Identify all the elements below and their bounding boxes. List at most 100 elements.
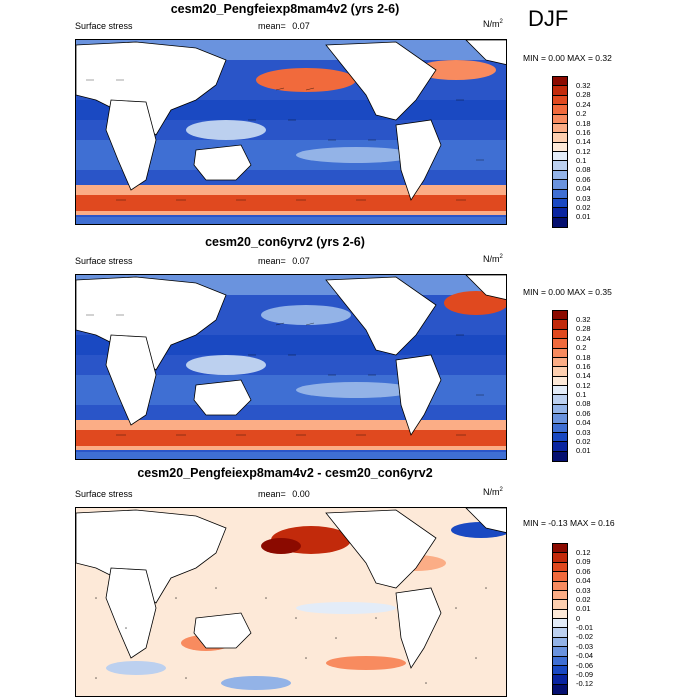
colorbar-swatch <box>553 386 567 396</box>
colorbar-label: -0.01 <box>576 623 594 632</box>
panel-1-mean-value: 0.07 <box>292 21 310 31</box>
panel-1-variable-label: Surface stress <box>75 21 133 31</box>
panel-2-mean-label: mean= <box>258 256 286 266</box>
panel-3-mean-label: mean= <box>258 489 286 499</box>
panel-1-mean-label: mean= <box>258 21 286 31</box>
colorbar-swatch <box>553 86 567 96</box>
colorbar-swatch <box>553 180 567 190</box>
colorbar-swatch <box>553 152 567 162</box>
colorbar-swatch <box>553 451 567 461</box>
panel-1-colorbar-labels: 0.32 0.28 0.24 0.2 0.18 0.16 0.14 0.12 0.1 0.08 0.… <box>576 81 591 222</box>
colorbar-swatch <box>553 367 567 377</box>
panel-3-units: N/m2 <box>483 487 503 497</box>
colorbar-swatch <box>553 198 567 209</box>
colorbar-swatch <box>553 414 567 424</box>
colorbar-swatch <box>553 161 567 171</box>
colorbar-swatch <box>553 656 567 666</box>
colorbar-swatch <box>553 637 567 648</box>
colorbar-label: 0.24 <box>576 333 591 343</box>
colorbar-label: 0.01 <box>576 212 591 222</box>
panel-2-variable-label: Surface stress <box>75 256 133 266</box>
panel-1-title: cesm20_Pengfeiexp8mam4v2 (yrs 2-6) <box>170 2 400 16</box>
colorbar-label: 0.08 <box>576 399 591 409</box>
colorbar-label: 0.2 <box>576 109 587 119</box>
colorbar-label: 0.03 <box>576 193 591 203</box>
colorbar-swatch <box>553 320 567 330</box>
colorbar-swatch <box>553 77 567 87</box>
colorbar-label: 0.28 <box>576 324 591 334</box>
panel-3-map <box>75 507 507 697</box>
colorbar-swatch <box>553 432 567 443</box>
panel-3-mean: mean= 0.00 <box>258 489 310 499</box>
colorbar-label: 0 <box>576 613 581 623</box>
colorbar-label: 0.18 <box>576 118 591 128</box>
colorbar-swatch <box>553 581 567 591</box>
colorbar-label: 0.08 <box>576 165 591 175</box>
panel-1-map-svg <box>76 40 506 224</box>
panel-2-colorbar-labels: 0.32 0.28 0.24 0.2 0.18 0.16 0.14 0.12 0.1 0.08 0.… <box>576 315 591 456</box>
colorbar-swatch <box>553 114 567 124</box>
colorbar-swatch <box>553 348 567 358</box>
colorbar-swatch <box>553 619 567 629</box>
colorbar-swatch <box>553 311 567 321</box>
panel-3-variable-label: Surface stress <box>75 489 133 499</box>
panel-2-minmax: MIN = 0.00 MAX = 0.35 <box>523 287 612 297</box>
panel-2-map-svg <box>76 275 506 459</box>
panel-3-colorbar-labels: 0.12 0.09 0.06 0.04 0.03 0.02 0.01 0 -0.01 -0.02-… <box>576 548 593 689</box>
colorbar-label: 0.06 <box>576 566 591 576</box>
colorbar-label: 0.03 <box>576 585 591 595</box>
colorbar-label: 0.28 <box>576 90 591 100</box>
colorbar-label: -0.09 <box>576 669 594 679</box>
colorbar-swatch <box>553 339 567 349</box>
panel-1-map <box>75 39 507 225</box>
colorbar-label: 0.16 <box>576 361 591 371</box>
colorbar-swatch <box>553 562 567 573</box>
panel-1-minmax: MIN = 0.00 MAX = 0.32 <box>523 53 612 63</box>
panel-2-map <box>75 274 507 460</box>
colorbar-swatch <box>553 544 567 554</box>
season-label: DJF <box>528 6 569 31</box>
colorbar-label: 0.06 <box>576 408 591 418</box>
panel-2-units: N/m2 <box>483 254 503 264</box>
colorbar-label: -0.12 <box>576 679 594 689</box>
colorbar-label: 0.14 <box>576 371 591 381</box>
colorbar-label: 0.32 <box>576 315 591 324</box>
colorbar-label: 0.24 <box>576 99 591 109</box>
colorbar-swatch <box>553 684 567 694</box>
colorbar-swatch <box>553 600 567 610</box>
colorbar-label: 0.04 <box>576 184 591 194</box>
panel-3-mean-value: 0.00 <box>292 489 310 499</box>
colorbar-swatch <box>553 675 567 685</box>
colorbar-swatch <box>553 170 567 181</box>
panel-1-units: N/m2 <box>483 19 503 29</box>
colorbar-label: 0.03 <box>576 427 591 437</box>
colorbar-swatch <box>553 95 567 106</box>
panel-2-mean-value: 0.07 <box>292 256 310 266</box>
colorbar-label: -0.06 <box>576 660 594 670</box>
colorbar-label: 0.12 <box>576 146 591 156</box>
colorbar-swatch <box>553 442 567 452</box>
panel-2-title: cesm20_con6yrv2 (yrs 2-6) <box>205 235 365 249</box>
colorbar-swatch <box>553 609 567 619</box>
colorbar-label: 0.06 <box>576 174 591 184</box>
colorbar-swatch <box>553 572 567 582</box>
colorbar-label: -0.02 <box>576 632 594 642</box>
panel-3-colorbar <box>552 543 568 695</box>
colorbar-swatch <box>553 590 567 601</box>
colorbar-label: 0.12 <box>576 548 591 557</box>
colorbar-label: 0.04 <box>576 576 591 586</box>
colorbar-label: 0.14 <box>576 137 591 147</box>
colorbar-swatch <box>553 423 567 433</box>
colorbar-swatch <box>553 404 567 415</box>
colorbar-label: -0.03 <box>576 641 594 651</box>
colorbar-label: 0.12 <box>576 380 591 390</box>
colorbar-swatch <box>553 189 567 199</box>
colorbar-label: 0.1 <box>576 156 587 165</box>
colorbar-swatch <box>553 395 567 405</box>
colorbar-label: 0.02 <box>576 436 591 446</box>
colorbar-label: 0.2 <box>576 343 587 353</box>
colorbar-swatch <box>553 142 567 152</box>
colorbar-label: 0.18 <box>576 352 591 362</box>
colorbar-swatch <box>553 105 567 115</box>
colorbar-swatch <box>553 329 567 340</box>
